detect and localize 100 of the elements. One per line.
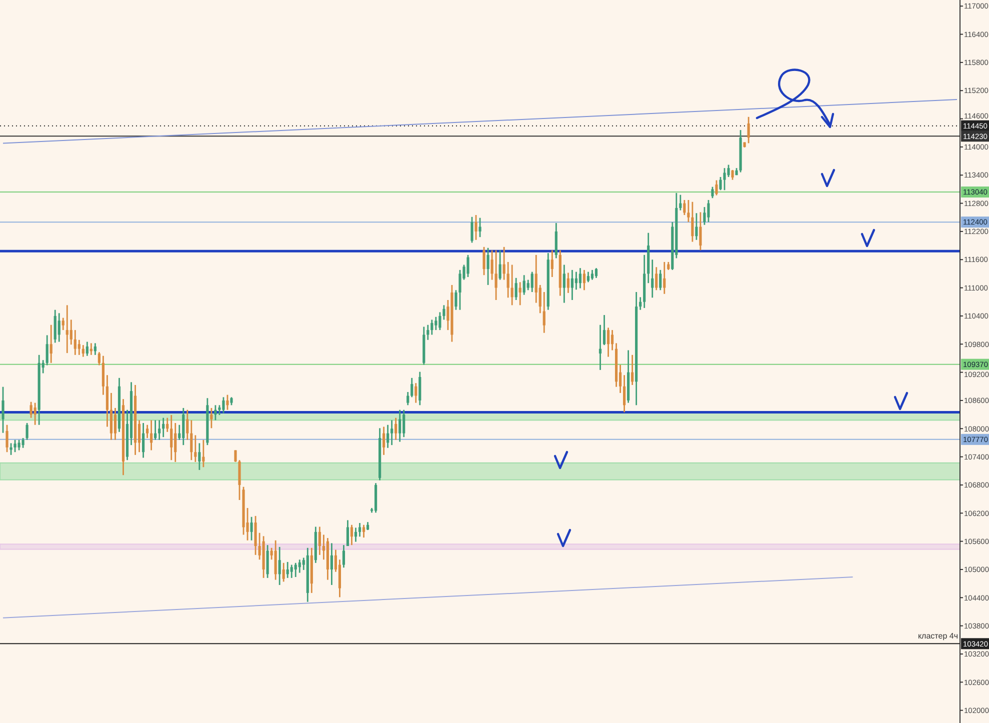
candlestick (679, 194, 682, 212)
candlestick (26, 422, 28, 441)
candlestick (691, 201, 694, 242)
candlestick (94, 342, 96, 356)
candlestick (703, 206, 706, 226)
candlestick (582, 269, 586, 291)
candlestick (338, 558, 342, 598)
candlestick (186, 409, 189, 441)
candlestick (683, 199, 686, 216)
candlestick (711, 186, 714, 199)
candlestick (18, 439, 20, 451)
candlestick (254, 515, 257, 556)
candlestick (278, 546, 281, 586)
candlestick (214, 404, 217, 421)
candlestick (150, 419, 153, 451)
candlestick (50, 324, 52, 364)
candlestick (655, 266, 658, 291)
candlestick (238, 459, 241, 501)
candlestick (34, 402, 36, 426)
candlestick (498, 250, 502, 281)
candlestick (390, 419, 394, 446)
candlestick (723, 167, 726, 191)
candlestick (418, 371, 422, 406)
candlestick (222, 396, 225, 414)
candlestick (30, 401, 32, 419)
candlestick (66, 304, 68, 354)
candlestick (486, 247, 490, 286)
candlestick (606, 326, 610, 358)
candlestick (578, 267, 582, 289)
candlestick (623, 374, 626, 413)
candlestick (358, 522, 362, 538)
candlestick (570, 269, 574, 301)
candlestick (707, 199, 710, 223)
candlestick (250, 516, 253, 542)
candlestick (663, 261, 666, 295)
candlestick (482, 246, 486, 276)
candlestick (518, 281, 522, 306)
candlestick (350, 524, 354, 546)
candlestick (354, 526, 358, 542)
candlestick (530, 271, 534, 293)
candlestick (562, 264, 566, 304)
candlestick (98, 351, 100, 366)
candlestick (594, 267, 598, 279)
candlestick (590, 269, 594, 281)
candlestick (470, 216, 474, 244)
candlestick (631, 354, 634, 386)
candlestick (218, 404, 221, 416)
candlestick (162, 417, 165, 438)
candlestick (510, 264, 514, 306)
candlestick (494, 250, 498, 301)
candlestick (234, 450, 237, 463)
candlestick (346, 519, 350, 547)
candlestick (715, 180, 718, 196)
candlestick (747, 116, 750, 144)
candlestick (586, 271, 590, 283)
candlestick (154, 419, 157, 441)
candlestick (318, 526, 321, 556)
candlestick (490, 250, 494, 281)
candlestick (14, 439, 16, 453)
candlestick (731, 169, 734, 181)
candlestick (286, 561, 289, 579)
candlestick (86, 341, 88, 357)
candlestick (166, 417, 169, 433)
candlestick (22, 437, 24, 449)
candlestick (142, 422, 145, 458)
candlestick (522, 274, 526, 296)
candlestick (274, 540, 277, 581)
candlestick (727, 164, 730, 178)
annotation: кластер 4ч (918, 632, 958, 641)
candlestick (574, 271, 578, 290)
candlestick (158, 419, 161, 441)
candlestick (386, 424, 390, 449)
candlestick (506, 261, 510, 298)
candlestick (282, 562, 285, 582)
candlestick (426, 324, 430, 341)
candlestick (190, 419, 193, 461)
candlestick (210, 407, 213, 429)
candlestick (687, 199, 690, 223)
candlestick (534, 254, 538, 304)
candlestick (458, 269, 462, 311)
candlestick (10, 442, 12, 456)
candlestick (182, 407, 185, 446)
candlestick (202, 439, 205, 468)
candlestick (639, 296, 642, 311)
candlestick (502, 246, 506, 281)
candlestick (659, 269, 662, 291)
candlestick (78, 339, 80, 356)
candlestick (410, 377, 414, 398)
candlestick (402, 409, 406, 438)
candlestick (598, 324, 602, 371)
candlestick (454, 289, 458, 311)
candlestick (478, 217, 482, 238)
candlestick (2, 386, 4, 434)
candlestick (74, 329, 76, 356)
candlestick (602, 314, 606, 346)
candlestick (110, 392, 113, 441)
candlestick (266, 544, 269, 579)
candlestick (114, 407, 117, 441)
candlestick (550, 250, 554, 278)
candlestick (298, 558, 301, 574)
